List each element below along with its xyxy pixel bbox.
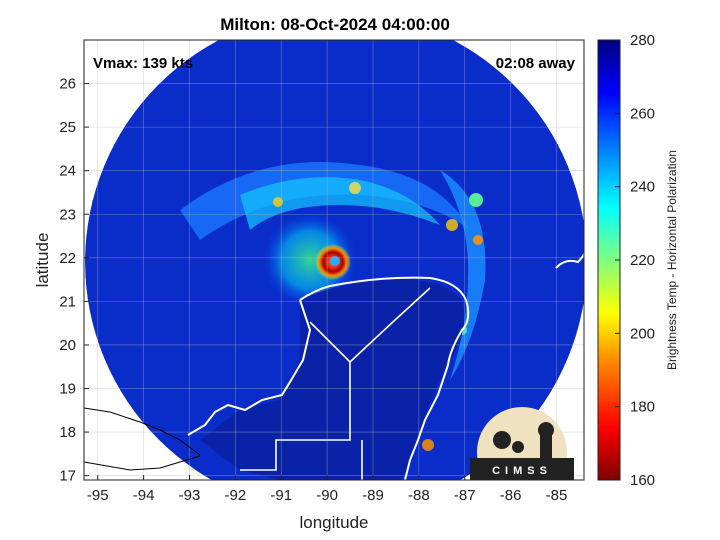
convection-cell [446, 219, 458, 231]
cuba-coast [555, 252, 584, 269]
eye [330, 256, 340, 266]
x-tick-label: -93 [179, 487, 201, 504]
y-tick-label: 20 [59, 337, 76, 354]
x-axis-label: longitude [299, 513, 368, 532]
convection-cell [422, 439, 434, 451]
y-tick-label: 22 [59, 250, 76, 267]
grid [84, 40, 584, 480]
colorbar-tick-label: 220 [630, 252, 655, 269]
country-borders [84, 407, 201, 471]
vmax-annotation: Vmax: 139 kts [93, 55, 193, 72]
colorbar-tick-label: 280 [630, 32, 655, 49]
x-tick-label: -95 [87, 487, 109, 504]
campeche-coast [187, 299, 312, 436]
x-tick-label: -86 [500, 487, 522, 504]
x-tick-label: -88 [408, 487, 430, 504]
convection-cell [469, 193, 483, 207]
y-tick-label: 25 [59, 119, 76, 136]
rainband-east [440, 170, 486, 380]
y-axis: 17 18 19 20 21 22 23 24 25 26 [59, 76, 89, 485]
y-tick-label: 19 [59, 381, 76, 398]
y-tick-label: 24 [59, 163, 76, 180]
colorbar-tick-label: 240 [630, 179, 655, 196]
x-tick-label: -90 [316, 487, 338, 504]
rainband-north [180, 162, 470, 240]
x-tick-label: -87 [454, 487, 476, 504]
colorbar-tick-label: 200 [630, 325, 655, 342]
y-axis-label: latitude [33, 233, 52, 288]
colorbar-tick-label: 260 [630, 105, 655, 122]
x-tick-label: -94 [133, 487, 155, 504]
x-tick-label: -92 [225, 487, 247, 504]
colorbar-tick-label: 180 [630, 399, 655, 416]
x-axis: -95 -94 -93 -92 -91 -90 -89 -88 -87 -86 -85 [87, 475, 567, 504]
x-tick-label: -85 [546, 487, 568, 504]
satellite-dish-icon [493, 431, 511, 449]
yucatan-land [200, 279, 465, 480]
central-dense-overcast [262, 212, 358, 308]
colorbar-ticks: 280 260 240 220 200 180 160 [615, 32, 655, 489]
rainband-inner [240, 177, 440, 230]
convection-cell [473, 235, 483, 245]
colorbar-label: Brightness Temp - Horizontal Polarizatio… [665, 150, 679, 370]
plot-frame [83, 39, 585, 481]
y-tick-label: 21 [59, 293, 76, 310]
x-tick-label: -91 [270, 487, 292, 504]
chart-title: Milton: 08-Oct-2024 04:00:00 [220, 15, 450, 34]
logo-text: CIMSS [492, 465, 552, 477]
y-tick-label: 23 [59, 206, 76, 223]
microwave-swath [85, 40, 584, 480]
convection-cell [349, 182, 361, 194]
time-away-annotation: 02:08 away [496, 55, 576, 72]
y-tick-label: 17 [59, 468, 76, 485]
state-borders [240, 287, 431, 480]
yucatan-coast [299, 276, 470, 480]
cimss-logo: CIMSS [470, 407, 574, 480]
y-tick-label: 26 [59, 76, 76, 93]
x-tick-label: -89 [362, 487, 384, 504]
convection-cell [273, 197, 283, 207]
coastline [187, 252, 584, 480]
colorbar-tick-label: 160 [630, 472, 655, 489]
y-tick-label: 18 [59, 424, 76, 441]
plot-area: CIMSS Vmax: 139 kts 02:08 away [84, 40, 584, 480]
